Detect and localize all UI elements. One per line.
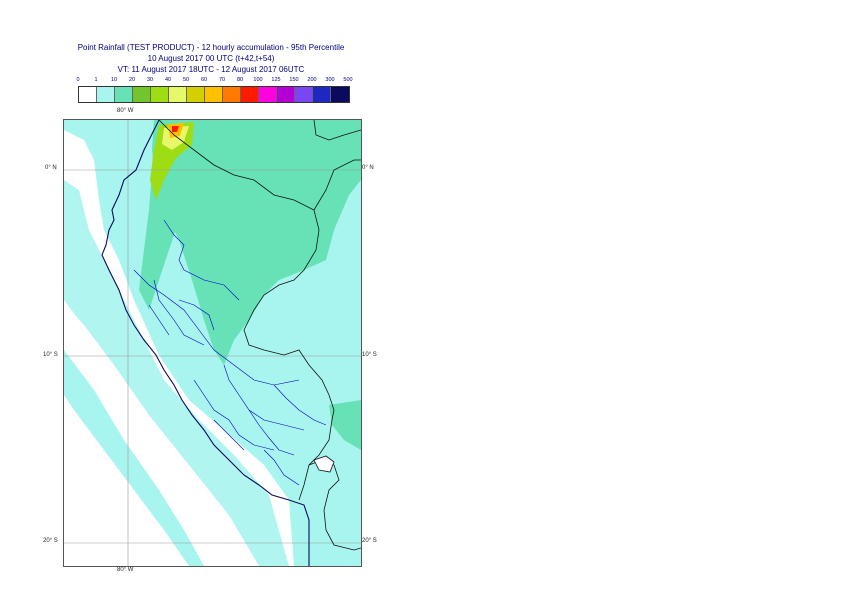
legend-swatch — [151, 87, 169, 102]
map-canvas — [64, 120, 361, 566]
rain-area-medium — [152, 120, 361, 365]
legend-tick-label: 125 — [271, 77, 281, 83]
legend-tick-label: 70 — [218, 77, 226, 83]
legend-tick-label: 40 — [164, 77, 172, 83]
rain-area-ocean-strip — [64, 350, 204, 566]
legend-swatch — [187, 87, 205, 102]
legend-tick-label: 60 — [200, 77, 208, 83]
legend-tick-label: 30 — [146, 77, 154, 83]
title-line-2: 10 August 2017 00 UTC (t+42,t+54) — [147, 54, 275, 63]
lat-label-left-0: 0° N — [45, 165, 57, 171]
legend-tick-label: 100 — [253, 77, 263, 83]
national-border-colombia — [313, 120, 361, 141]
lat-label-right-0: 0° N — [362, 165, 374, 171]
lat-label-right-20: 20° S — [362, 538, 377, 544]
rain-area-ocean-band — [64, 180, 289, 566]
legend-swatch — [205, 87, 223, 102]
legend-swatch — [277, 87, 295, 102]
lat-label-left-10: 10° S — [43, 352, 58, 358]
title-line-3: VT: 11 August 2017 18UTC - 12 August 201… — [117, 65, 305, 74]
legend-tick-label: 80 — [236, 77, 244, 83]
legend-tick-label: 500 — [343, 77, 353, 83]
rain-area-medium-west — [139, 130, 184, 310]
lon-label-top: 80° W — [117, 108, 134, 114]
legend-swatch — [169, 87, 187, 102]
legend-swatch — [313, 87, 331, 102]
color-legend: 0 1 10 20 30 40 50 60 70 80 100 125 150 200 300 500 — [76, 77, 353, 103]
legend-tick-label: 200 — [307, 77, 317, 83]
legend-swatch — [133, 87, 151, 102]
legend-tick-label: 20 — [128, 77, 136, 83]
legend-swatch — [223, 87, 241, 102]
legend-tick-label: 1 — [94, 77, 98, 83]
legend-tick-label: 150 — [289, 77, 299, 83]
legend-swatch — [79, 87, 97, 102]
legend-color-bar — [78, 86, 350, 103]
lat-label-left-20: 20° S — [43, 538, 58, 544]
title-line-1: Point Rainfall (TEST PRODUCT) - 12 hourl… — [77, 43, 345, 52]
chart-title: Point Rainfall (TEST PRODUCT) - 12 hourl… — [0, 42, 422, 75]
legend-swatch — [241, 87, 259, 102]
rain-area-medium-south — [329, 400, 361, 450]
national-border — [158, 120, 335, 501]
legend-tick-label: 10 — [110, 77, 118, 83]
regional-boundaries — [133, 219, 327, 486]
legend-tick-label: 0 — [76, 77, 80, 83]
legend-tick-label: 300 — [325, 77, 335, 83]
rain-area-max — [172, 126, 179, 132]
legend-tick-row: 0 1 10 20 30 40 50 60 70 80 100 125 150 200 300 500 — [76, 77, 352, 86]
rain-area-ocean-white — [64, 305, 259, 566]
legend-swatch — [295, 87, 313, 102]
legend-swatch — [115, 87, 133, 102]
legend-swatch — [331, 87, 349, 102]
lake-titicaca — [313, 455, 335, 473]
national-border-brazil — [313, 159, 361, 211]
lon-label-bottom: 80° W — [117, 567, 134, 573]
legend-swatch — [97, 87, 115, 102]
legend-tick-label: 50 — [182, 77, 190, 83]
legend-swatch — [259, 87, 277, 102]
rainfall-map — [63, 119, 362, 567]
coastline — [101, 120, 310, 566]
rain-area-heavier — [162, 126, 189, 150]
lat-label-right-10: 10° S — [362, 352, 377, 358]
